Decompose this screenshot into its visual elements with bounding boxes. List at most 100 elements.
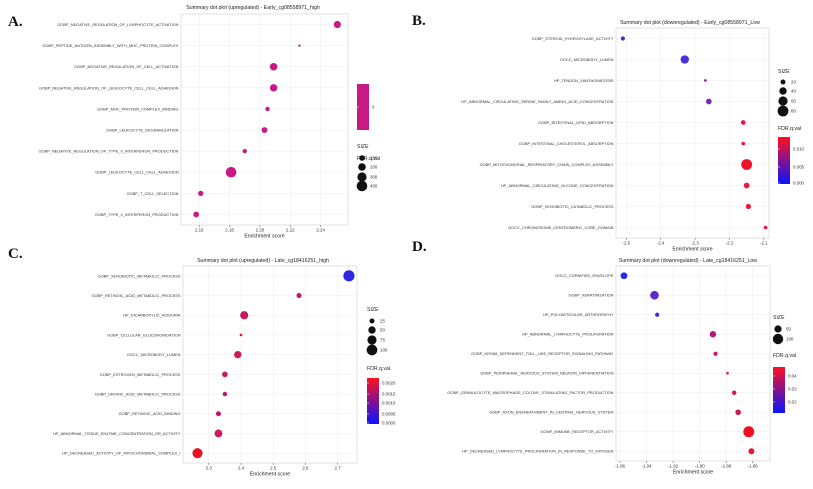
category-label: GOBP_CELLULAR_GLUCURONIDATION [107,332,181,337]
color-legend-title: FDR.q.val [773,353,796,359]
dot-point [343,270,355,282]
category-label: GOBP_NEGATIVE_REGULATION_OF_LYMPHOCYTE_A… [57,22,178,27]
category-label: GOBP_STEROID_HYDROXYLASE_ACTIVITY [532,36,614,41]
color-legend-label: 0.0005 [382,412,396,417]
dot-point [620,36,625,41]
dot-point [650,290,659,300]
dot-point [731,390,737,395]
category-label: GOCC_CHROMOSOME_CENTROMERIC_CORE_DOMAIN [508,225,613,230]
x-axis-label: Enrichment score [244,234,284,240]
category-label: GOBP_NEGATIVE_REGULATION_OF_LEUKOCYTE_CE… [39,85,179,90]
panel-letter: B. [412,13,426,29]
color-legend-title: FDR.q.val [778,126,801,132]
size-legend-title: SIZE [357,144,369,150]
size-legend-title: SIZE [778,69,790,75]
dot-point [713,351,718,356]
category-label: GOBP_URONIC_ACID_METABOLIC_PROCESS [95,391,181,396]
x-tick-label: -1.92 [668,464,679,469]
chart-title: Summary dot plot (upregulated) - Late_cg… [197,258,329,264]
dot-point [198,190,204,196]
size-legend-label: 100 [786,337,794,342]
category-label: GOBP_XENOBIOTIC_METABOLIC_PROCESS [98,273,181,278]
x-axis-label: Enrichment score [673,470,713,476]
dot-point [296,293,302,299]
category-label: GOBP_GRANULOCYTE_MACROPHAGE_COLONY_STIMU… [447,390,613,395]
dot-point [193,211,200,218]
dot-point [709,331,717,338]
category-label: HP_DICARBOXYLIC_ACIDURIA [123,313,181,318]
color-legend-label: 0.03 [788,387,797,392]
dot-point [242,148,247,154]
dot-point [743,182,750,189]
category-label: GOCC_CORNIFIED_ENVELOPE [555,273,614,278]
dot-point [743,426,755,438]
size-legend-label: 20 [791,80,796,85]
size-legend-dot [368,326,376,334]
size-legend-label: 300 [370,175,378,180]
size-legend-dot [358,163,366,171]
x-tick-label: -2.1 [760,241,768,246]
panel-1: A. Summary dot plot (upregulated) - Early… [8,5,380,240]
dot-point [225,166,237,178]
size-legend-dot [369,318,375,324]
size-legend-label: 40 [791,89,796,94]
color-legend-bar [367,378,379,424]
size-legend-label: 50 [786,327,791,332]
category-label: GOMF_IMMUNE_RECEPTOR_ACTIVITY [541,429,614,434]
dot-point [269,84,278,92]
dot-point [234,350,242,359]
category-label: HP_POLYARTICULAR_ARTHROPATHY [543,312,614,317]
color-legend-bar [357,84,369,130]
plot-area [182,265,358,464]
size-legend-dot [778,96,788,106]
dot-point [740,120,746,125]
category-label: GOBP_PERIPHERAL_NERVOUS_SYSTEM_NEURON_DI… [480,371,613,376]
dot-point [261,127,268,134]
size-legend-title: SIZE [773,315,785,321]
color-legend-bar [778,137,790,184]
size-legend-dot [779,87,787,95]
dot-point [726,371,729,375]
dot-point [333,20,341,29]
size-legend-dot [777,105,789,117]
plot-area [615,27,770,239]
x-axis-label: Enrichment score [250,472,290,478]
category-label: GOBP_LEUKOCYTE_CELL_CELL_ADHESION [95,170,178,175]
dot-point [741,141,746,146]
panel-3: C. Summary dot plot (upregulated) - Late_… [8,246,396,478]
color-legend-label: 0.0020 [382,381,396,386]
category-label: GOCC_MICROBODY_LUMEN [560,57,614,62]
panel-letter: D. [412,239,427,255]
category-label: HP_TENDON_XANTHOMATOSIS [554,78,614,83]
category-label: GOCC_MICROBODY_LUMEN [127,352,181,357]
size-legend-dot [366,344,378,356]
category-label: GOBP_INTESTINAL_LIPID_ABSORPTION [538,120,614,125]
category-label: GOBP_ESTROGEN_METABOLIC_PROCESS [100,372,181,377]
x-tick-label: -2.3 [691,241,699,246]
color-legend-title: FDR.q.val [367,366,390,372]
dot-point [704,79,707,82]
dot-point [222,371,228,378]
dot-point [748,448,755,455]
dot-point [222,391,228,397]
size-legend-label: 75 [380,338,385,343]
x-tick-label: -1.86 [748,464,759,469]
x-tick-label: 2.6 [302,466,309,471]
category-label: GOBP_PEPTIDE_ANTIGEN_ASSEMBLY_WITH_MHC_P… [42,43,179,48]
size-legend-label: 400 [370,184,378,189]
size-legend-label: 60 [791,99,796,104]
x-tick-label: -1.96 [615,464,626,469]
dot-point [745,203,751,210]
size-legend-dot [357,172,367,182]
dot-point [741,159,753,170]
category-label: GOBP_TYPE_II_INTERFERON_PRODUCTION [95,212,179,217]
chart-title: Summary dot plot (upregulated) - Early_c… [186,5,320,11]
x-tick-label: -1.94 [642,464,653,469]
color-legend-label: 0.010 [793,147,805,152]
category-label: GOBP_XENOBIOTIC_CATABOLIC_PROCESS [531,204,614,209]
size-legend-label: 25 [380,319,385,324]
category-label: GOBP_INTESTINAL_CHOLESTEROL_ABSORPTION [519,141,614,146]
category-label: HP_ABNORMAL_CIRCULATING_GLYCINE_CONCENTR… [501,183,614,188]
dot-point [240,311,249,320]
